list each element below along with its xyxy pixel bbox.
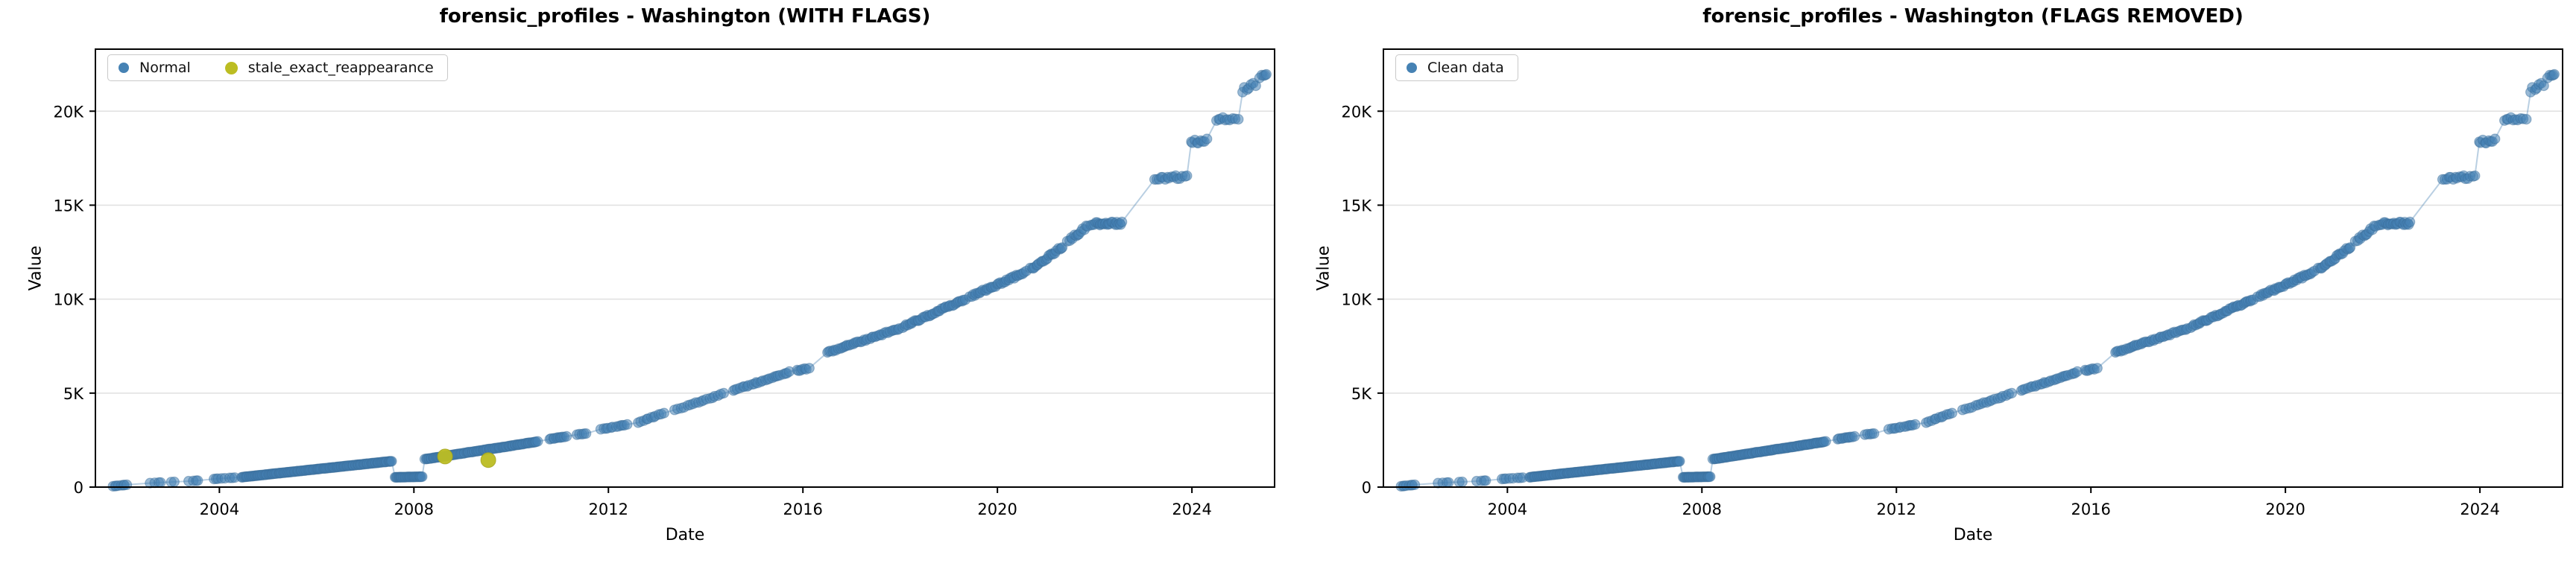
- legend-item-stale-exact-reappearance: stale_exact_reappearance: [224, 60, 434, 76]
- svg-text:2004: 2004: [1488, 500, 1527, 518]
- svg-text:10K: 10K: [54, 291, 85, 309]
- legend-item-clean-data: Clean data: [1407, 60, 1504, 76]
- svg-text:2024: 2024: [1172, 500, 1211, 518]
- svg-text:20K: 20K: [1342, 103, 1373, 121]
- svg-text:5K: 5K: [1351, 385, 1372, 403]
- chart-title: forensic_profiles - Washington (FLAGS RE…: [1702, 5, 2244, 28]
- plot-border: [95, 48, 1275, 488]
- normal-dot-icon: [1407, 63, 1417, 73]
- legend-label: Normal: [139, 60, 191, 76]
- chart-title: forensic_profiles - Washington (WITH FLA…: [439, 5, 931, 28]
- chart-flags-removed: 2004 2008 2012 2016 2020 2024 0 5K 10K 15K 20K for…: [1288, 0, 2576, 572]
- svg-text:2020: 2020: [977, 500, 1017, 518]
- flagged-dot-icon: [224, 61, 238, 74]
- svg-text:2008: 2008: [394, 500, 434, 518]
- legend: Clean data: [1395, 54, 1518, 81]
- plot-border: [1383, 48, 2563, 488]
- axis-ticks: 2004 2008 2012 2016 2020 2024 0 5K 10K 15K 20K: [1342, 103, 2500, 518]
- svg-text:2012: 2012: [589, 500, 628, 518]
- chart-with-flags: 2004 2008 2012 2016 2020 2024 0 5K 10K 15K 20K for…: [27, 5, 1275, 544]
- svg-text:2012: 2012: [1877, 500, 1916, 518]
- svg-text:15K: 15K: [54, 197, 85, 214]
- trend-line: [113, 73, 1267, 487]
- legend-item-normal: Normal: [119, 60, 191, 76]
- svg-text:2016: 2016: [2071, 500, 2110, 518]
- x-axis-label: Date: [1953, 526, 1993, 544]
- svg-text:2020: 2020: [2265, 500, 2305, 518]
- plot-canvas-flags-removed: 2004 2008 2012 2016 2020 2024 0 5K 10K 15K 20K: [1342, 48, 2563, 518]
- normal-dot-icon: [119, 63, 129, 73]
- svg-text:10K: 10K: [1342, 291, 1373, 309]
- svg-text:15K: 15K: [1342, 197, 1373, 214]
- plot-canvas-with-flags: 2004 2008 2012 2016 2020 2024 0 5K 10K 15K 20K: [54, 48, 1275, 518]
- normal-dots: [107, 69, 1272, 492]
- legend-label: stale_exact_reappearance: [247, 60, 434, 76]
- svg-text:20K: 20K: [54, 103, 85, 121]
- legend-label: Clean data: [1427, 60, 1504, 76]
- flagged-dots: [437, 448, 496, 468]
- gridlines: [95, 110, 1275, 394]
- svg-text:5K: 5K: [63, 385, 84, 403]
- x-axis-label: Date: [665, 526, 705, 544]
- legend: Normal stale_exact_reappearance: [107, 54, 448, 81]
- svg-text:2016: 2016: [783, 500, 822, 518]
- svg-text:2008: 2008: [1682, 500, 1722, 518]
- normal-dots: [1395, 69, 2560, 492]
- svg-text:2024: 2024: [2460, 500, 2499, 518]
- svg-text:0: 0: [74, 479, 83, 497]
- svg-text:0: 0: [1362, 479, 1371, 497]
- axis-ticks: 2004 2008 2012 2016 2020 2024 0 5K 10K 15K 20K: [54, 103, 1212, 518]
- gridlines: [1383, 110, 2563, 394]
- trend-line: [1401, 73, 2555, 487]
- svg-text:2004: 2004: [200, 500, 239, 518]
